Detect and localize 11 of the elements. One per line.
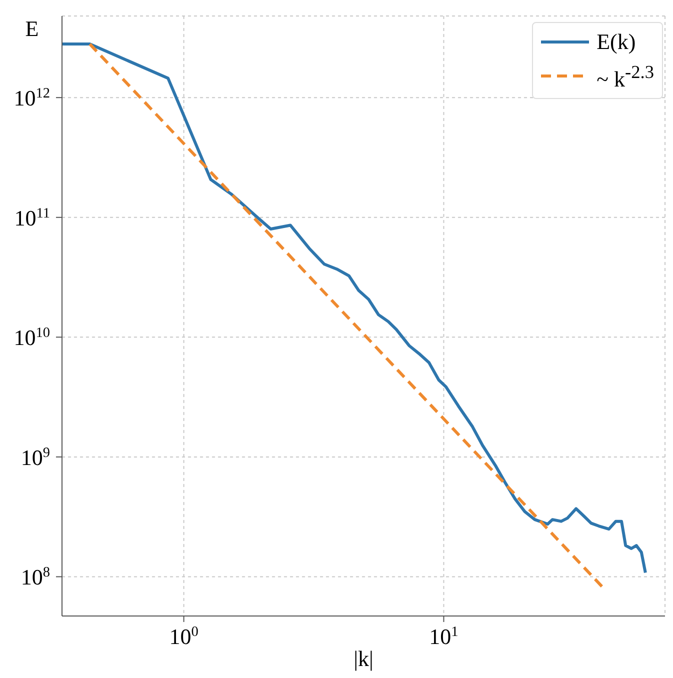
x-tick-label: 10$^{1}$ [429, 624, 458, 649]
y-tick-label: 10$^{11}$ [14, 205, 50, 230]
x-axis-title: |k| [354, 646, 374, 671]
y-axis-title: E [25, 16, 39, 41]
legend-label: ~ k$^{-2.3}$ [596, 61, 654, 94]
y-tick-label: 10$^{9}$ [20, 444, 50, 470]
y-tick-label: 10$^{10}$ [14, 325, 50, 350]
y-tick-label: 10$^{12}$ [14, 86, 50, 111]
legend-label: E(k) [596, 28, 636, 56]
x-tick-label: 10$^{0}$ [169, 624, 198, 649]
y-tick-label: 10$^{8}$ [20, 564, 50, 590]
